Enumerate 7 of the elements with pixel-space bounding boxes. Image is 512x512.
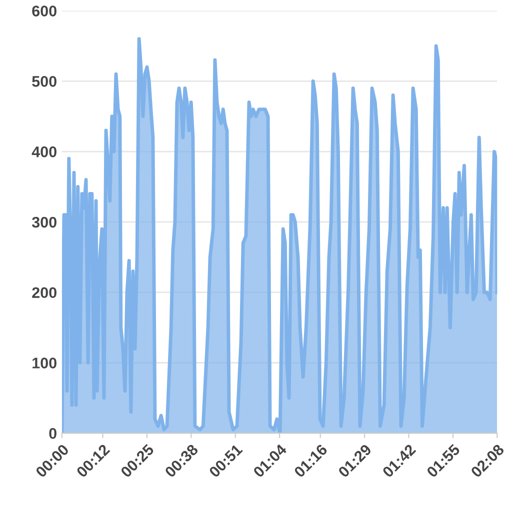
y-tick-label: 400 xyxy=(32,146,56,158)
y-tick-label: 500 xyxy=(32,76,56,87)
y-tick-label: 600 xyxy=(32,6,56,16)
y-tick-label: 100 xyxy=(32,358,56,368)
y-tick-label: 300 xyxy=(32,216,56,228)
y-tick-label: 200 xyxy=(32,287,56,298)
y-tick-label: 0 xyxy=(49,428,56,439)
